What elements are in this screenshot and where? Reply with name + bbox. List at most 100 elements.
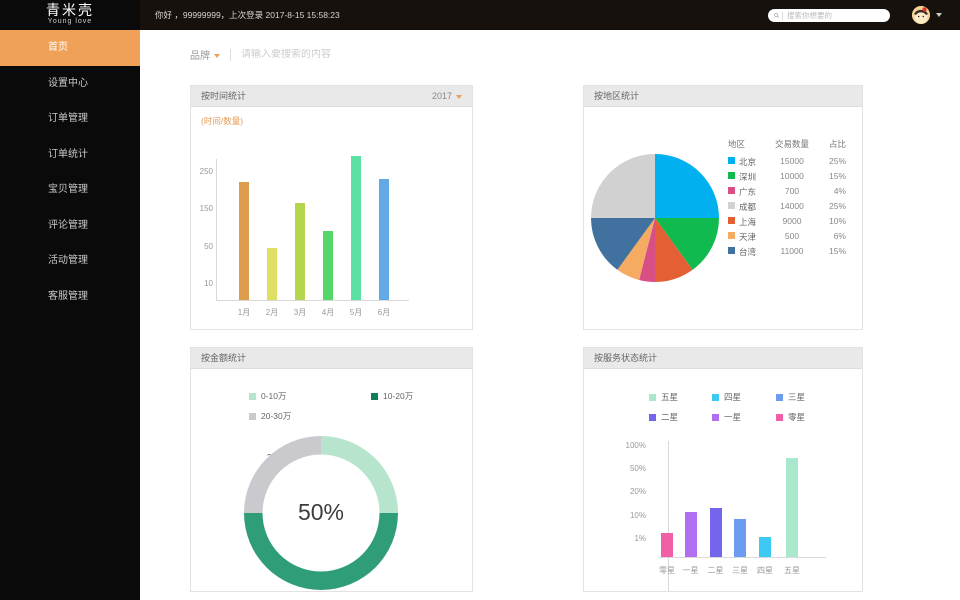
sidebar-item-product-manage[interactable]: 宝贝管理	[0, 172, 140, 208]
legend-swatch	[728, 247, 735, 254]
bar-4月[interactable]	[323, 230, 333, 300]
legend-label: 二星	[661, 412, 679, 422]
pie-slice-6[interactable]	[591, 218, 655, 270]
sidebar-item-label: 客服管理	[48, 290, 88, 302]
legend-item-二星[interactable]: 二星	[649, 411, 678, 423]
panel-region-stats: 按地区统计 地区 交易数量 占比 北京 15000 25% 深圳 10000 15% 广东 700 4…	[583, 85, 863, 330]
year-selector[interactable]: 2017	[432, 86, 462, 107]
x-axis-line	[216, 300, 409, 301]
pie-slice-3[interactable]	[591, 154, 655, 218]
legend-swatch	[712, 393, 719, 401]
donut-segment-0[interactable]	[321, 436, 398, 513]
legend-region-name: 成都	[739, 202, 757, 212]
donut-segment-1[interactable]	[244, 513, 398, 590]
bar-6月[interactable]	[379, 178, 389, 300]
legend-region-name: 广东	[739, 187, 757, 197]
pie-slice-4[interactable]	[655, 218, 693, 282]
bar-2月[interactable]	[267, 247, 277, 300]
bar-四星[interactable]	[759, 537, 771, 557]
y-tick-label: 1%	[634, 534, 646, 543]
bar-五星[interactable]	[786, 457, 798, 557]
legend-item-一星[interactable]: 一星	[712, 411, 741, 423]
pie-slice-0[interactable]	[655, 154, 719, 218]
legend-region-value: 500	[784, 231, 800, 241]
sidebar-item-order-manage[interactable]: 订单管理	[0, 101, 140, 137]
legend-item-四星[interactable]: 四星	[712, 391, 741, 403]
legend-swatch	[728, 172, 735, 179]
y-axis-line	[668, 441, 669, 591]
legend-swatch	[728, 202, 735, 209]
region-pie	[591, 154, 719, 282]
legend-label: 零星	[788, 412, 806, 422]
brand-filter-dropdown[interactable]: 品牌	[190, 47, 220, 62]
bar-三星[interactable]	[734, 518, 746, 557]
search-divider	[782, 11, 783, 20]
content-search-input[interactable]	[241, 49, 391, 60]
avatar[interactable]	[912, 6, 930, 24]
topbar-search-input[interactable]	[787, 11, 884, 20]
bar-3月[interactable]	[295, 202, 305, 300]
legend-region-pct: 10%	[828, 216, 846, 226]
x-tick-label: 五星	[784, 566, 800, 575]
pie-slice-5[interactable]	[617, 218, 655, 280]
sidebar-item-label: 评论管理	[48, 219, 88, 231]
legend-swatch	[249, 412, 256, 420]
bar-二星[interactable]	[709, 507, 722, 557]
chevron-down-icon[interactable]	[936, 13, 942, 17]
sidebar-item-label: 宝贝管理	[48, 184, 88, 195]
bar-1月[interactable]	[239, 182, 249, 300]
x-tick-label: 1月	[237, 308, 251, 317]
sidebar-item-service-manage[interactable]: 客服管理	[0, 279, 140, 315]
panel-region-header: 按地区统计	[584, 86, 862, 107]
x-tick-label: 零星	[659, 566, 675, 575]
legend-label: 三星	[788, 392, 806, 402]
sidebar-item-activity-manage[interactable]: 活动管理	[0, 243, 140, 279]
sidebar-item-order-stats[interactable]: 订单统计	[0, 137, 140, 173]
panel-title: 按服务状态统计	[594, 353, 658, 363]
sidebar-item-label: 订单管理	[48, 113, 88, 124]
region-pie-chart: 地区 交易数量 占比 北京 15000 25% 深圳 10000 15% 广东 700 4% 成都 140…	[584, 107, 862, 329]
x-tick-label: 三星	[732, 566, 748, 575]
legend-item-1[interactable]: 10-20万	[371, 390, 413, 402]
donut-segment-2[interactable]	[244, 436, 321, 513]
bar-一星[interactable]	[684, 512, 697, 557]
sidebar-item-settings[interactable]: 设置中心	[0, 66, 140, 102]
panel-amount-header: 按金额统计	[191, 348, 472, 369]
legend-swatch	[712, 413, 719, 421]
logo[interactable]: 青米壳 Young love	[0, 0, 140, 30]
legend-swatch	[776, 413, 783, 421]
pie-slice-1[interactable]	[655, 218, 719, 270]
x-tick-label: 二星	[707, 566, 724, 575]
pie-slice-2[interactable]	[639, 218, 655, 282]
sidebar-item-home[interactable]: 首页	[0, 30, 140, 66]
chevron-down-icon	[214, 54, 220, 59]
panel-service-stats: 按服务状态统计 1% 10% 20% 50% 100% 零星 一星 二星 三星 四星 五星 五星 四星三…	[583, 347, 863, 592]
y-tick-label: 20%	[629, 487, 646, 497]
bar-零星[interactable]	[661, 532, 673, 557]
y-tick-label: 150	[199, 204, 213, 214]
topbar: 青米壳 Young love 你好 ，99999999，上次登录 2017-8-…	[0, 0, 960, 30]
sidebar-item-label: 订单统计	[48, 148, 88, 160]
panel-time-stats: 按时间统计 2017 (时间/数量) 10 50 150 250 1月 2月 3月 4月 5月 6…	[190, 85, 473, 330]
legend-label: 20-30万	[261, 411, 292, 421]
legend-label: 五星	[661, 392, 679, 402]
legend-region-pct: 4%	[833, 186, 846, 196]
legend-item-五星[interactable]: 五星	[649, 391, 678, 403]
sidebar-item-comment-manage[interactable]: 评论管理	[0, 208, 140, 244]
legend-region-name: 台湾	[739, 247, 757, 257]
x-tick-label: 6月	[377, 308, 391, 317]
amount-donut	[244, 436, 398, 590]
legend-item-零星[interactable]: 零星	[776, 411, 805, 423]
y-tick-label: 100%	[625, 440, 646, 450]
y-tick-label: 50	[204, 241, 213, 251]
topbar-search[interactable]	[768, 9, 890, 22]
panel-title: 按地区统计	[594, 91, 640, 101]
bar-5月[interactable]	[351, 156, 361, 300]
search-icon	[774, 13, 780, 18]
legend-item-2[interactable]: 20-30万	[249, 410, 291, 422]
logo-subtext: Young love	[47, 18, 93, 25]
legend-item-0[interactable]: 0-10万	[249, 390, 287, 402]
legend-item-三星[interactable]: 三星	[776, 391, 805, 403]
panel-service-header: 按服务状态统计	[584, 348, 862, 369]
sidebar: 首页 设置中心订单管理订单统计宝贝管理评论管理活动管理客服管理	[0, 30, 140, 600]
